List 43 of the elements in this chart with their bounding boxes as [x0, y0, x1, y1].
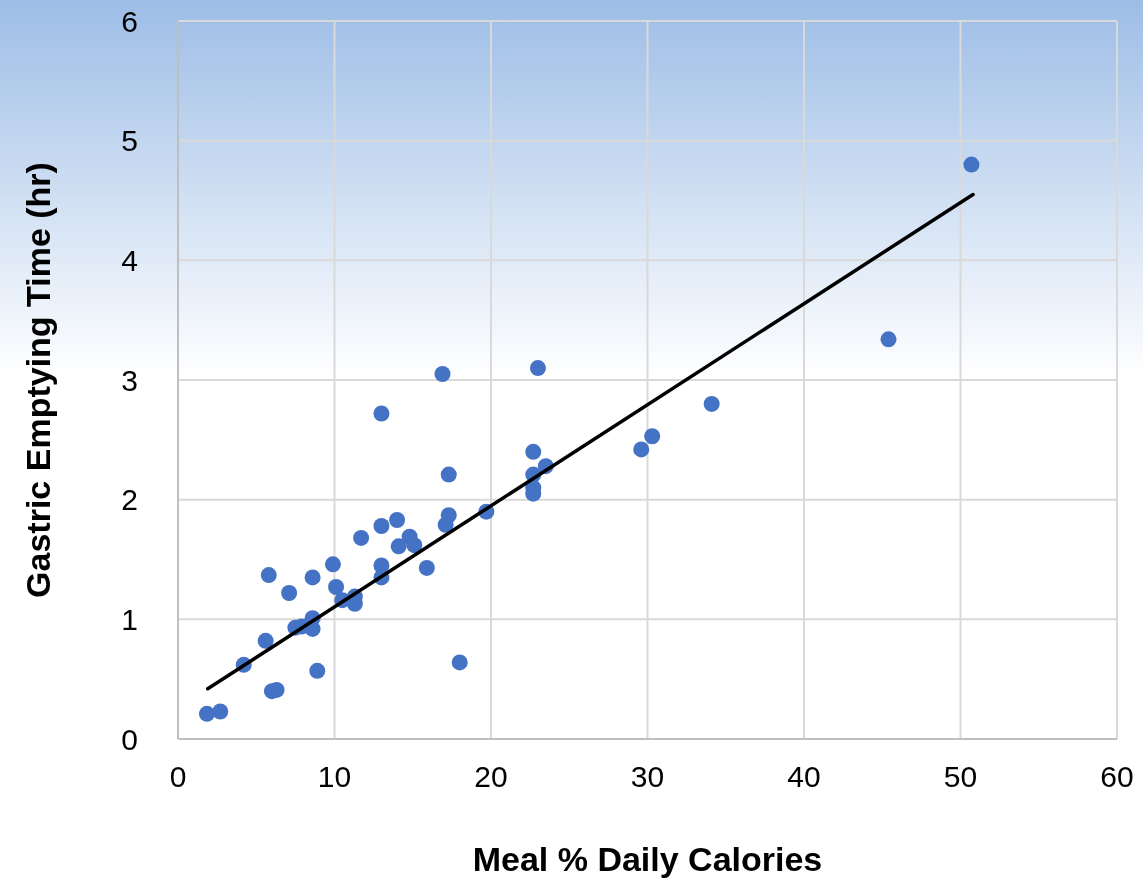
- x-tick-label: 40: [787, 760, 821, 793]
- point: [390, 538, 407, 555]
- x-tick-label: 10: [317, 760, 352, 793]
- point: [406, 537, 423, 554]
- point: [373, 405, 390, 422]
- x-axis-title: Meal % Daily Calories: [472, 840, 823, 878]
- x-tick-label: 50: [943, 760, 978, 793]
- point: [418, 559, 435, 576]
- point: [257, 632, 274, 649]
- point: [281, 585, 298, 602]
- y-tick-label: 5: [121, 124, 138, 158]
- point: [434, 366, 451, 383]
- point: [328, 579, 345, 596]
- point: [309, 662, 326, 679]
- y-axis-title: Gastric Emptying Time (hr): [19, 162, 57, 598]
- y-tick-label: 4: [121, 243, 138, 277]
- point: [440, 507, 457, 524]
- point: [880, 331, 897, 348]
- point: [644, 428, 661, 445]
- point: [304, 569, 321, 586]
- point: [633, 441, 650, 458]
- x-tick-label: 30: [630, 760, 665, 793]
- point: [525, 443, 542, 460]
- point: [451, 654, 468, 671]
- point: [529, 360, 546, 377]
- x-tick-label: 60: [1100, 760, 1134, 793]
- point: [212, 703, 229, 720]
- x-tick-label: 20: [474, 760, 508, 793]
- y-tick-label: 0: [121, 722, 138, 756]
- point: [260, 567, 277, 584]
- point: [389, 512, 406, 529]
- point: [324, 556, 341, 573]
- point: [963, 156, 980, 173]
- y-tick-label: 3: [121, 363, 138, 397]
- point: [703, 395, 720, 412]
- point: [373, 517, 390, 534]
- point: [198, 705, 215, 722]
- point: [440, 466, 457, 483]
- y-tick-label: 2: [121, 483, 138, 517]
- y-tick-label: 1: [121, 602, 138, 636]
- y-tick-label: 6: [121, 4, 138, 38]
- x-tick-label: 0: [169, 760, 187, 793]
- point: [353, 529, 370, 546]
